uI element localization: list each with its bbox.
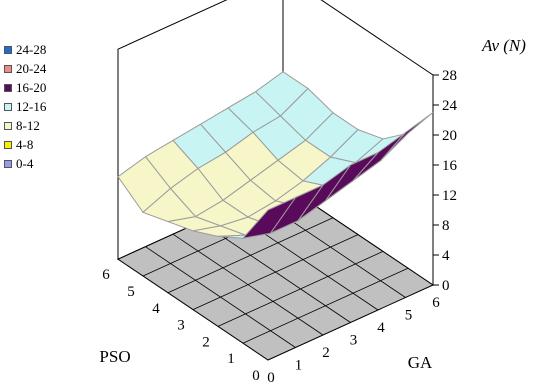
legend-label: 16-20 xyxy=(16,79,47,95)
x-axis-label: GA xyxy=(408,353,433,372)
x-tick-label: 3 xyxy=(350,333,358,349)
x-tick-label: 1 xyxy=(295,358,303,374)
z-tick-label: 24 xyxy=(442,98,458,114)
surface-patch xyxy=(241,196,297,239)
z-tick-label: 8 xyxy=(442,218,450,234)
y-tick-label: 2 xyxy=(202,334,210,350)
x-tick-label: 2 xyxy=(322,345,330,361)
z-tick-label: 20 xyxy=(442,128,457,144)
z-axis-label: Av (N) xyxy=(482,36,526,55)
legend-item: 4-8 xyxy=(4,135,46,154)
z-tick-label: 28 xyxy=(442,68,457,84)
y-tick-label: 0 xyxy=(252,368,260,384)
y-tick-label: 4 xyxy=(152,301,160,317)
legend-label: 20-24 xyxy=(16,60,47,76)
x-tick-label: 6 xyxy=(432,295,440,311)
legend-swatch xyxy=(4,121,12,130)
x-tick-label: 4 xyxy=(377,320,385,336)
z-tick-label: 12 xyxy=(442,188,457,204)
y-tick-label: 3 xyxy=(177,318,185,334)
legend-swatch xyxy=(4,140,12,149)
legend-item: 12-16 xyxy=(4,97,46,116)
legend-label: 0-4 xyxy=(16,155,34,171)
legend-item: 8-12 xyxy=(4,116,46,135)
legend-swatch xyxy=(4,159,12,168)
legend-item: 0-4 xyxy=(4,154,46,173)
y-tick-label: 5 xyxy=(127,284,135,300)
z-tick-label: 4 xyxy=(442,248,450,264)
legend-label: 24-28 xyxy=(16,41,47,57)
legend-item: 16-20 xyxy=(4,78,46,97)
legend-label: 4-8 xyxy=(16,136,34,152)
y-axis-label: PSO xyxy=(99,347,130,366)
y-tick-label: 6 xyxy=(102,267,110,283)
legend-item: 24-28 xyxy=(4,40,46,59)
z-tick-label: 0 xyxy=(442,278,450,294)
legend-label: 8-12 xyxy=(16,117,40,133)
x-tick-label: 0 xyxy=(267,370,275,386)
y-tick-label: 1 xyxy=(227,351,235,367)
z-tick-label: 16 xyxy=(442,158,458,174)
legend-swatch xyxy=(4,102,12,111)
legend: 24-28 20-24 16-20 12-16 8-12 4-8 0-4 xyxy=(4,40,46,173)
legend-item: 20-24 xyxy=(4,59,46,78)
legend-swatch xyxy=(4,45,12,54)
legend-swatch xyxy=(4,83,12,92)
x-tick-label: 5 xyxy=(405,308,413,324)
legend-label: 12-16 xyxy=(16,98,47,114)
legend-swatch xyxy=(4,64,12,73)
